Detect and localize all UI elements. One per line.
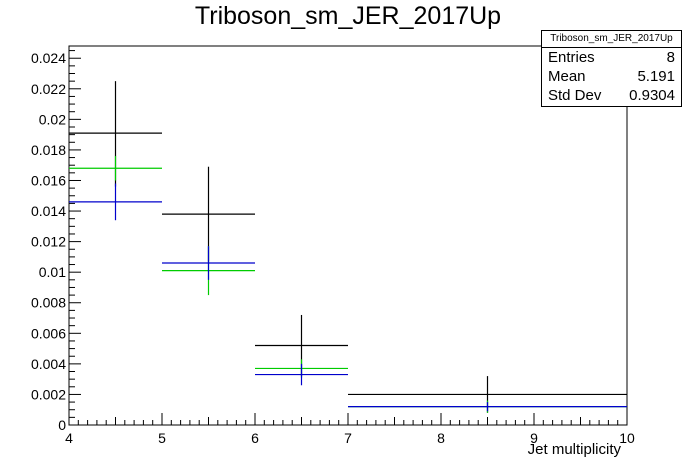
x-tick-label: 4 [65,430,73,446]
y-tick-label: 0.01 [39,264,66,280]
x-axis-label: Jet multiplicity [527,441,621,458]
y-tick-label: 0 [58,417,66,433]
x-tick-label: 10 [619,430,635,446]
y-tick-label: 0.018 [31,142,66,158]
stats-key: Mean [548,68,586,85]
stats-value: 8 [666,49,675,66]
y-tick-label: 0.002 [31,386,66,402]
x-tick-label: 8 [437,430,445,446]
y-tick-label: 0.006 [31,325,66,341]
x-tick-label: 5 [158,430,166,446]
stats-value: 0.9304 [629,87,675,104]
y-tick-label: 0.024 [31,50,66,66]
y-tick-label: 0.016 [31,172,66,188]
x-tick-label: 9 [530,430,538,446]
stats-box: Triboson_sm_JER_2017Up Entries 8 Mean 5.… [541,30,682,107]
y-tick-label: 0.02 [39,111,66,127]
x-tick-label: 6 [251,430,259,446]
stats-key: Std Dev [548,87,602,104]
stats-value: 5.191 [637,68,675,85]
y-tick-label: 0.008 [31,295,66,311]
x-tick-label: 7 [344,430,352,446]
y-tick-label: 0.012 [31,234,66,250]
stats-row-stddev: Std Dev 0.9304 [542,86,681,105]
stats-box-title: Triboson_sm_JER_2017Up [542,31,681,48]
y-tick-label: 0.014 [31,203,66,219]
stats-row-entries: Entries 8 [542,48,681,67]
y-tick-label: 0.004 [31,356,66,372]
chart-title: Triboson_sm_JER_2017Up [194,2,502,30]
stats-key: Entries [548,49,595,66]
stats-row-mean: Mean 5.191 [542,67,681,86]
y-tick-label: 0.022 [31,81,66,97]
